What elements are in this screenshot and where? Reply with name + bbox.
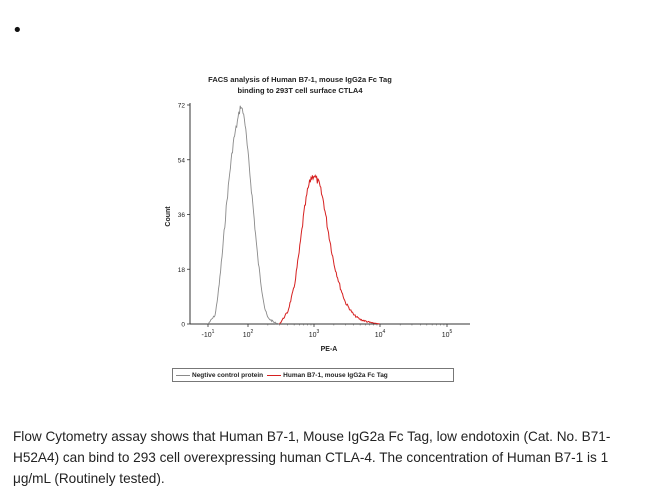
series-line-negative-control	[207, 105, 280, 325]
x-tick-label: 104	[375, 329, 386, 339]
legend-swatch-b7-1	[267, 374, 282, 376]
series-line-human-b7-1	[279, 174, 380, 325]
chart-labels: 0 18 36 54 72 -101 102 103 104 105 PE-A Count	[165, 103, 453, 354]
x-tick-label: 105	[442, 329, 453, 339]
facs-histogram-chart: 0 18 36 54 72 -101 102 103 104 105 PE-A Count	[165, 103, 470, 354]
bullet-mark: •	[12, 20, 23, 41]
y-tick-label: 72	[178, 103, 186, 110]
y-tick-label: 54	[178, 157, 186, 164]
y-axis-label: Count	[165, 206, 172, 227]
figure-caption: Flow Cytometry assay shows that Human B7…	[13, 429, 611, 486]
chart-legend: Negtive control protein Human B7-1, mous…	[172, 368, 454, 382]
x-tick-label: 103	[309, 329, 320, 339]
legend-entry-b7-1: Human B7-1, mouse IgG2a Fc Tag	[267, 372, 388, 379]
y-tick-label: 0	[181, 322, 185, 329]
legend-entry-negative: Negtive control protein	[176, 372, 263, 379]
x-axis-label: PE-A	[321, 346, 338, 353]
series-layer	[207, 105, 380, 325]
legend-label-b7-1: Human B7-1, mouse IgG2a Fc Tag	[283, 371, 388, 379]
legend-label-negative: Negtive control protein	[192, 371, 264, 379]
x-tick-label: 102	[243, 329, 254, 339]
y-tick-label: 36	[178, 212, 186, 219]
chart-title: FACS analysis of Human B7-1, mouse IgG2a…	[208, 75, 392, 95]
chart-axes	[187, 103, 470, 327]
x-tick-label: -101	[202, 329, 215, 339]
y-tick-label: 18	[178, 267, 186, 274]
legend-swatch-negative	[176, 374, 190, 376]
